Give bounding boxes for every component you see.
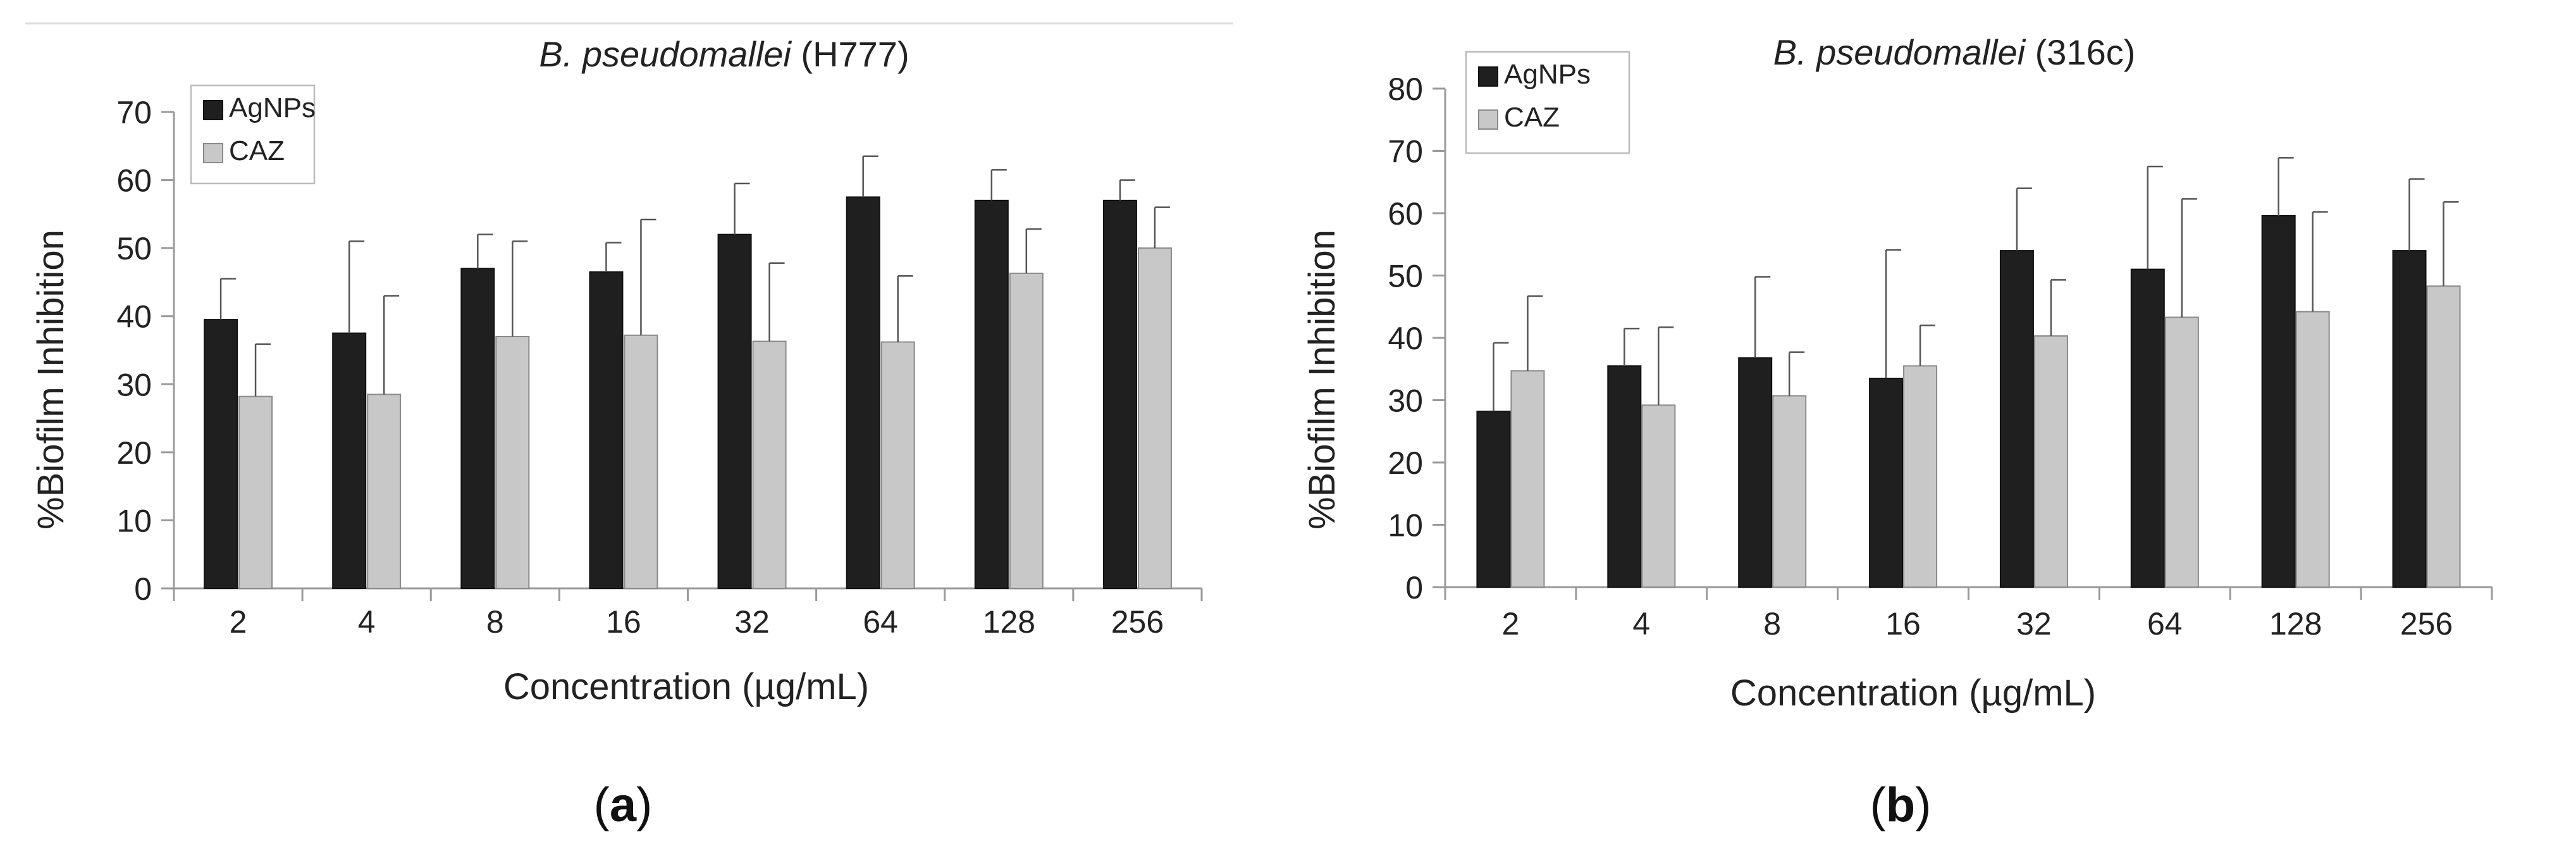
chart-title-italic: B. pseudomallei bbox=[1773, 32, 2026, 72]
bar-agnps-4 bbox=[332, 332, 367, 589]
x-tick-label: 2 bbox=[1502, 606, 1520, 642]
bar-caz-2 bbox=[238, 395, 273, 589]
bar-caz-4 bbox=[367, 394, 402, 590]
bar-caz-32 bbox=[752, 340, 787, 589]
y-tick-label: 50 bbox=[116, 231, 152, 266]
bar-caz-4 bbox=[1641, 404, 1676, 588]
legend-swatch-caz bbox=[203, 143, 223, 163]
x-axis-label: Concentration (µg/mL) bbox=[1730, 673, 2096, 714]
bar-agnps-8 bbox=[460, 268, 495, 589]
bar-agnps-64 bbox=[846, 196, 880, 589]
legend-swatch-caz bbox=[1478, 109, 1498, 130]
legend-label-caz: CAZ bbox=[1504, 102, 1560, 133]
bar-agnps-32 bbox=[717, 233, 752, 589]
y-axis-label: %Biofilm Inhibition bbox=[30, 230, 71, 530]
x-tick-label: 64 bbox=[863, 604, 898, 640]
bar-caz-16 bbox=[1903, 365, 1938, 588]
x-tick-label: 128 bbox=[983, 604, 1035, 640]
chart-title-italic: B. pseudomallei bbox=[539, 34, 792, 74]
bar-caz-128 bbox=[1009, 272, 1044, 589]
x-tick-label: 8 bbox=[1763, 606, 1781, 642]
bar-caz-8 bbox=[495, 335, 530, 589]
y-tick-label: 20 bbox=[116, 435, 152, 471]
x-tick-label: 16 bbox=[1885, 606, 1921, 642]
bar-caz-16 bbox=[624, 334, 658, 589]
y-tick-label: 70 bbox=[1388, 134, 1423, 170]
x-tick-label: 32 bbox=[2016, 606, 2052, 642]
x-tick-label: 256 bbox=[2400, 606, 2453, 642]
x-tick-label: 128 bbox=[2269, 606, 2322, 642]
bar-caz-8 bbox=[1772, 395, 1807, 588]
bar-caz-256 bbox=[2426, 285, 2461, 588]
bar-agnps-8 bbox=[1738, 357, 1773, 588]
plot-area: 0 10 20 30 40 50 60 70 2 4 8 16 32 64 128 256 AgNPs CAZ bbox=[116, 84, 1203, 640]
y-tick-label: 10 bbox=[116, 503, 152, 538]
legend-label-caz: CAZ bbox=[229, 135, 285, 166]
bar-agnps-128 bbox=[974, 199, 1009, 590]
bar-agnps-16 bbox=[589, 271, 624, 589]
y-axis-label: %Biofilm Inhibition bbox=[1302, 230, 1343, 530]
chart-title-rest: (316c) bbox=[2025, 32, 2135, 72]
bar-agnps-32 bbox=[1999, 250, 2034, 588]
y-tick-label: 30 bbox=[116, 367, 152, 402]
y-tick-label: 30 bbox=[1388, 383, 1423, 419]
y-tick-label: 20 bbox=[1388, 445, 1423, 481]
bar-caz-2 bbox=[1510, 370, 1545, 588]
bar-agnps-256 bbox=[1102, 199, 1137, 590]
x-tick-label: 8 bbox=[486, 604, 504, 640]
panel-label-a-open: ( bbox=[594, 778, 610, 832]
bar-agnps-16 bbox=[1869, 378, 1904, 588]
bar-caz-64 bbox=[880, 341, 915, 589]
bar-agnps-2 bbox=[1476, 411, 1511, 588]
legend-label-agnps: AgNPs bbox=[1504, 59, 1591, 90]
panel-label-a: (a) bbox=[594, 778, 653, 832]
y-tick-label: 80 bbox=[1388, 71, 1423, 107]
panel-label-b: (b) bbox=[1870, 778, 1931, 832]
bar-agnps-256 bbox=[2392, 250, 2427, 588]
bar-caz-128 bbox=[2295, 311, 2330, 588]
y-tick-label: 70 bbox=[116, 95, 152, 130]
y-tick-label: 60 bbox=[116, 163, 152, 199]
x-tick-label: 4 bbox=[358, 604, 376, 640]
legend-swatch-agnps bbox=[1478, 66, 1498, 87]
y-tick-label: 60 bbox=[1388, 196, 1423, 232]
bar-caz-32 bbox=[2033, 335, 2068, 588]
x-tick-label: 256 bbox=[1111, 604, 1164, 640]
x-tick-label: 2 bbox=[230, 604, 247, 640]
x-tick-label: 4 bbox=[1632, 606, 1650, 642]
x-axis-label: Concentration (µg/mL) bbox=[503, 666, 869, 707]
legend-swatch-agnps bbox=[203, 100, 223, 120]
bar-caz-256 bbox=[1137, 247, 1172, 589]
chart-title: B. pseudomallei (316c) bbox=[1773, 32, 2136, 72]
x-tick-label: 64 bbox=[2147, 606, 2183, 642]
y-tick-label: 0 bbox=[1405, 570, 1423, 605]
panel-label-b-open: ( bbox=[1870, 778, 1885, 832]
bar-caz-64 bbox=[2164, 316, 2199, 588]
y-tick-label: 50 bbox=[1388, 259, 1423, 294]
plot-area: 0 10 20 30 40 50 60 70 80 2 4 8 16 32 64 128 256 AgNPs CAZ bbox=[1388, 51, 2493, 642]
chart-panel-a: B. pseudomallei (H777) 0 10 20 30 40 50 60 70 2 4… bbox=[25, 22, 1233, 707]
legend-label-agnps: AgNPs bbox=[229, 92, 316, 123]
y-tick-label: 40 bbox=[1388, 321, 1423, 356]
x-tick-label: 16 bbox=[606, 604, 641, 640]
panel-label-a-letter: a bbox=[610, 778, 637, 832]
chart-title: B. pseudomallei (H777) bbox=[539, 34, 909, 74]
panel-label-b-letter: b bbox=[1886, 778, 1915, 832]
panel-label-b-close: ) bbox=[1915, 778, 1931, 832]
y-tick-label: 0 bbox=[134, 571, 152, 607]
bar-agnps-4 bbox=[1607, 365, 1642, 588]
bar-agnps-64 bbox=[2130, 268, 2165, 588]
y-tick-label: 40 bbox=[116, 299, 152, 335]
x-tick-label: 32 bbox=[734, 604, 770, 640]
panel-label-a-close: ) bbox=[636, 778, 652, 832]
y-tick-label: 10 bbox=[1388, 508, 1423, 543]
chart-title-rest: (H777) bbox=[791, 34, 909, 74]
bar-agnps-128 bbox=[2261, 214, 2296, 588]
bar-agnps-2 bbox=[204, 319, 238, 589]
chart-panel-b: B. pseudomallei (316c) 0 10 20 30 40 50 60 70 80… bbox=[1302, 32, 2493, 714]
